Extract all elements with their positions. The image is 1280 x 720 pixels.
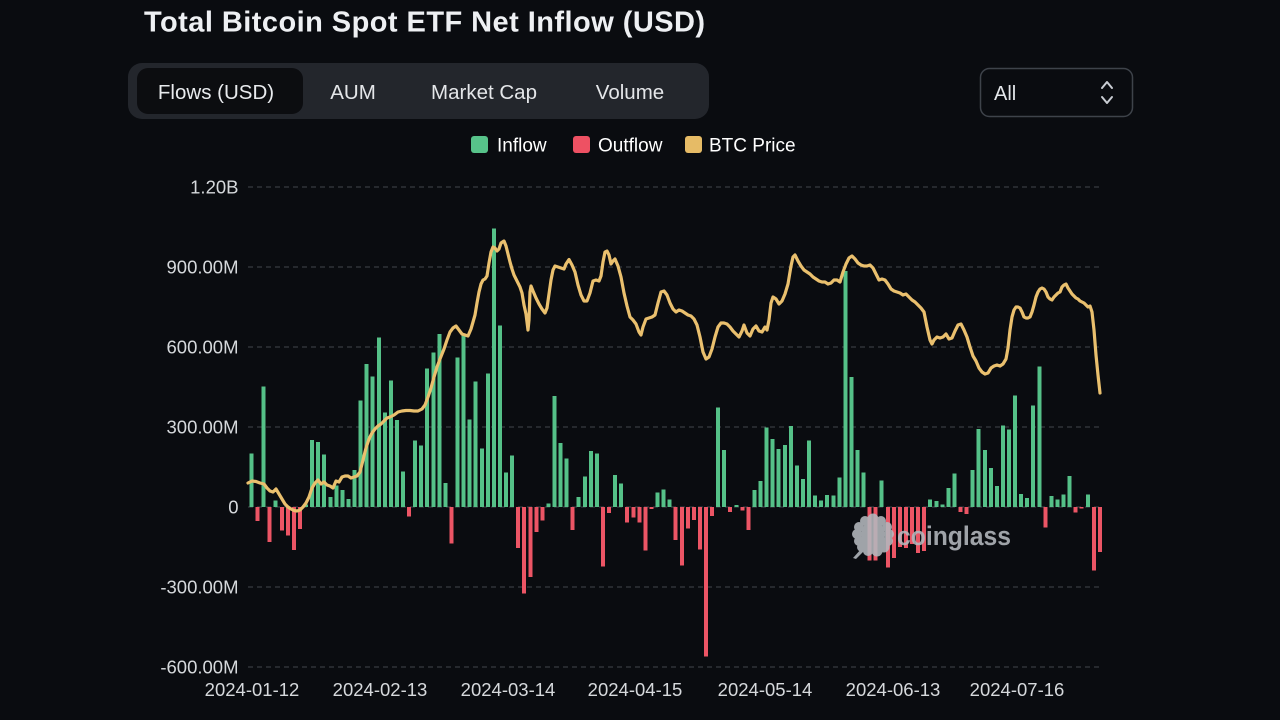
svg-text:2024-05-14: 2024-05-14 [718, 679, 813, 700]
svg-text:coinglass: coinglass [897, 521, 1011, 551]
svg-text:600.00M: 600.00M [167, 337, 239, 358]
svg-text:Flows (USD): Flows (USD) [158, 81, 274, 104]
svg-text:Volume: Volume [596, 81, 664, 104]
svg-text:Outflow: Outflow [598, 136, 663, 157]
svg-text:BTC Price: BTC Price [709, 136, 796, 157]
svg-text:AUM: AUM [330, 81, 376, 104]
svg-text:Inflow: Inflow [497, 136, 547, 157]
svg-text:All: All [994, 83, 1016, 105]
svg-text:-300.00M: -300.00M [160, 577, 238, 598]
svg-text:2024-07-16: 2024-07-16 [970, 679, 1065, 700]
svg-text:2024-01-12: 2024-01-12 [205, 679, 300, 700]
svg-text:300.00M: 300.00M [167, 417, 239, 438]
svg-text:Total Bitcoin Spot ETF Net Inf: Total Bitcoin Spot ETF Net Inflow (USD) [144, 7, 706, 39]
svg-text:2024-03-14: 2024-03-14 [461, 679, 556, 700]
svg-text:2024-06-13: 2024-06-13 [846, 679, 941, 700]
svg-text:2024-04-15: 2024-04-15 [588, 679, 683, 700]
svg-text:0: 0 [228, 497, 238, 518]
svg-text:Market Cap: Market Cap [431, 81, 537, 104]
svg-text:-600.00M: -600.00M [160, 657, 238, 678]
svg-text:2024-02-13: 2024-02-13 [333, 679, 428, 700]
svg-text:900.00M: 900.00M [167, 257, 239, 278]
svg-text:1.20B: 1.20B [190, 177, 238, 198]
